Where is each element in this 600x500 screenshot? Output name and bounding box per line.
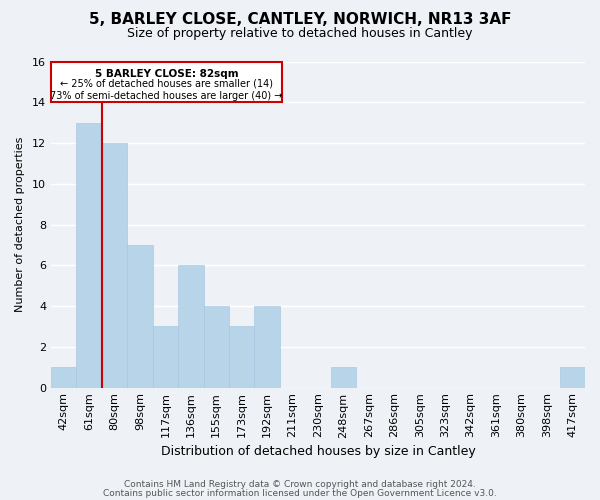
Bar <box>152 326 178 388</box>
Y-axis label: Number of detached properties: Number of detached properties <box>15 137 25 312</box>
Text: 5, BARLEY CLOSE, CANTLEY, NORWICH, NR13 3AF: 5, BARLEY CLOSE, CANTLEY, NORWICH, NR13 … <box>89 12 511 28</box>
Text: Contains HM Land Registry data © Crown copyright and database right 2024.: Contains HM Land Registry data © Crown c… <box>124 480 476 489</box>
Bar <box>178 266 203 388</box>
Bar <box>127 245 152 388</box>
Text: 73% of semi-detached houses are larger (40) →: 73% of semi-detached houses are larger (… <box>50 91 283 101</box>
X-axis label: Distribution of detached houses by size in Cantley: Distribution of detached houses by size … <box>161 444 475 458</box>
Bar <box>76 122 102 388</box>
Bar <box>560 367 585 388</box>
Text: ← 25% of detached houses are smaller (14): ← 25% of detached houses are smaller (14… <box>60 79 273 89</box>
Text: 5 BARLEY CLOSE: 82sqm: 5 BARLEY CLOSE: 82sqm <box>95 68 238 78</box>
FancyBboxPatch shape <box>51 62 283 102</box>
Bar <box>331 367 356 388</box>
Bar <box>229 326 254 388</box>
Bar <box>254 306 280 388</box>
Bar <box>102 143 127 388</box>
Text: Size of property relative to detached houses in Cantley: Size of property relative to detached ho… <box>127 28 473 40</box>
Bar <box>203 306 229 388</box>
Text: Contains public sector information licensed under the Open Government Licence v3: Contains public sector information licen… <box>103 488 497 498</box>
Bar <box>51 367 76 388</box>
